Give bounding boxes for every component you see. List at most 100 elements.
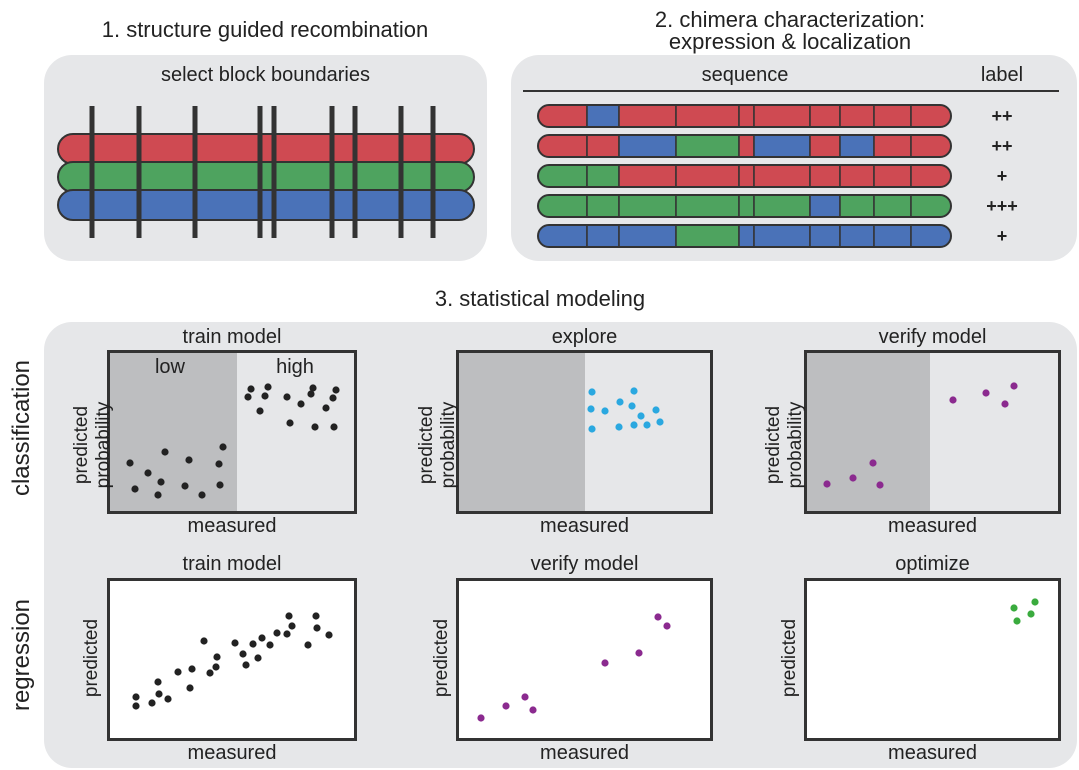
data-point <box>212 663 220 671</box>
section3-title: 3. statistical modeling <box>434 286 646 311</box>
sequence-block <box>809 195 841 217</box>
data-point <box>1010 604 1018 612</box>
data-point <box>1001 400 1009 408</box>
sequence-block <box>586 195 620 217</box>
low-region <box>457 351 585 513</box>
sequence-block <box>839 105 875 127</box>
sequence-block <box>538 135 588 157</box>
sequence-block <box>753 225 811 247</box>
reg-optimize-plot <box>804 578 1061 741</box>
sequence-block <box>753 195 811 217</box>
data-point <box>643 421 651 429</box>
reg-optimize-xlabel: measured <box>888 742 977 764</box>
plot-frame <box>456 350 713 514</box>
class-verify-xlabel: measured <box>888 515 977 537</box>
class-explore-ylabel: predicted probability <box>416 390 466 500</box>
expression-label: +++ <box>986 196 1018 216</box>
data-point <box>266 641 274 649</box>
sequence-block <box>809 225 841 247</box>
data-point <box>198 491 206 499</box>
sequence-block <box>618 225 677 247</box>
data-point <box>304 641 312 649</box>
class-explore-title: explore <box>551 326 618 348</box>
low-region <box>108 351 237 513</box>
sequence-block <box>675 105 740 127</box>
sequence-block <box>618 135 677 157</box>
data-points <box>823 382 1018 489</box>
chimera-outline <box>537 104 952 128</box>
block-boundaries-label: select block boundaries <box>160 64 370 86</box>
data-point <box>206 669 214 677</box>
chimera-sequences <box>537 104 952 248</box>
section2-title-line1: 2. chimera characterization: <box>654 7 926 32</box>
reg-train-title: train model <box>182 553 282 575</box>
data-point <box>656 418 664 426</box>
data-point <box>174 668 182 676</box>
class-verify-plot <box>804 350 1061 514</box>
data-point <box>285 612 293 620</box>
sequence-block <box>675 195 740 217</box>
data-point <box>161 448 169 456</box>
sequence-block <box>873 135 912 157</box>
sequence-block <box>809 135 841 157</box>
sequence-block <box>873 105 912 127</box>
data-point <box>249 640 257 648</box>
sequence-block <box>738 165 755 187</box>
regression-row-label: regression <box>8 598 35 712</box>
sequence-block <box>538 195 588 217</box>
class-train-xlabel: measured <box>187 515 277 537</box>
data-point <box>144 469 152 477</box>
data-point <box>823 480 831 488</box>
chimera-row <box>537 134 952 158</box>
data-point <box>587 405 595 413</box>
data-point <box>239 650 247 658</box>
chimera-row <box>537 224 952 248</box>
data-point <box>283 393 291 401</box>
class-train-ylabel: predicted probability <box>71 390 121 500</box>
expression-label: + <box>996 226 1008 246</box>
parent-strand-blue <box>57 189 475 221</box>
data-point <box>635 649 643 657</box>
data-point <box>630 421 638 429</box>
sequence-block <box>839 135 875 157</box>
data-point <box>155 690 163 698</box>
class-explore-plot <box>456 350 713 514</box>
data-point <box>148 699 156 707</box>
data-point <box>132 702 140 710</box>
data-point <box>188 665 196 673</box>
data-point <box>332 386 340 394</box>
sequence-block <box>586 105 620 127</box>
data-point <box>288 622 296 630</box>
chimera-outline <box>537 134 952 158</box>
sequence-block <box>910 105 951 127</box>
class-verify-ylabel: predicted probability <box>763 390 813 500</box>
data-point <box>652 406 660 414</box>
parent-strand-red <box>57 133 475 165</box>
data-point <box>258 634 266 642</box>
data-point <box>588 388 596 396</box>
class-verify-title: verify model <box>878 326 987 348</box>
plot-frame <box>804 578 1061 741</box>
data-point <box>247 385 255 393</box>
sequence-block <box>538 165 588 187</box>
plot-frame <box>804 350 1061 514</box>
data-point <box>132 693 140 701</box>
data-point <box>185 456 193 464</box>
data-point <box>286 419 294 427</box>
sequence-block <box>809 165 841 187</box>
reg-train-ylabel: predicted <box>81 618 102 698</box>
sequence-block <box>910 225 951 247</box>
reg-verify-xlabel: measured <box>540 742 629 764</box>
ylabel-line1: predicted <box>416 405 437 485</box>
data-point <box>982 389 990 397</box>
ylabel-line2: probability <box>93 401 114 489</box>
data-point <box>213 653 221 661</box>
data-point <box>588 425 596 433</box>
data-point <box>313 624 321 632</box>
parent-strand-green <box>57 161 475 193</box>
sequence-block <box>675 165 740 187</box>
data-point <box>477 714 485 722</box>
data-point <box>273 629 281 637</box>
reg-optimize-title: optimize <box>895 553 970 575</box>
sequence-block <box>538 225 588 247</box>
